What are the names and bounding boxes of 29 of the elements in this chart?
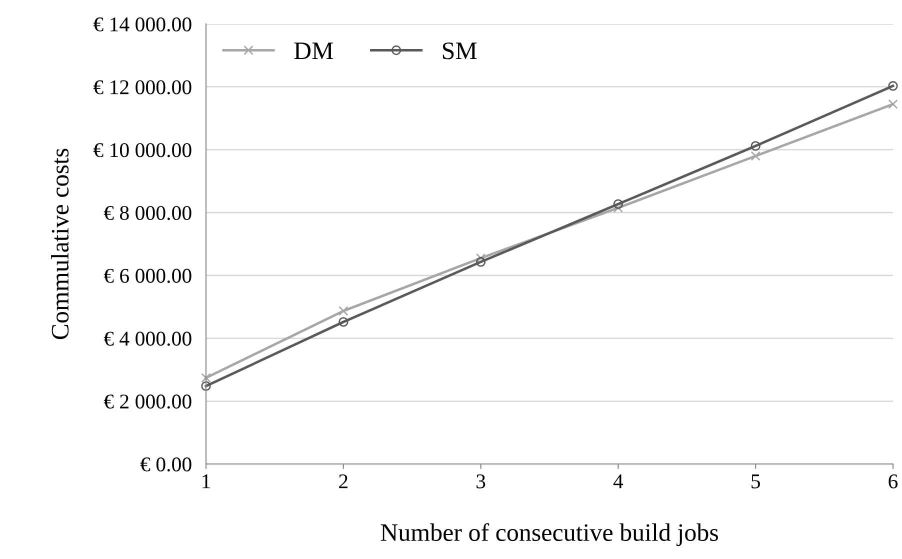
legend-label: DM — [294, 42, 334, 60]
x-tick-label: 1 — [202, 474, 210, 488]
point — [476, 257, 486, 267]
y-tick-label: € 12 000.00 — [93, 80, 192, 94]
point — [750, 151, 760, 161]
x-axis-title: Number of consecutive build jobs — [380, 523, 718, 546]
point — [201, 373, 211, 383]
x-tick-label: 3 — [476, 474, 486, 488]
point — [750, 141, 760, 151]
y-tick-label: € 6 000.00 — [104, 268, 192, 283]
point — [476, 253, 486, 264]
point — [338, 306, 348, 316]
x-tick-label: 5 — [752, 474, 760, 488]
y-tick-label: € 14 000.00 — [93, 17, 192, 32]
x-tick-label: 2 — [339, 474, 348, 488]
point — [888, 81, 898, 91]
y-tick-label: € 0.00 — [140, 457, 192, 472]
y-tick-label: € 10 000.00 — [93, 143, 192, 158]
y-axis-title: Commulative costs — [51, 148, 69, 340]
x-tick-label: 6 — [888, 474, 898, 488]
y-tick-label: € 2 000.00 — [104, 394, 192, 409]
point — [201, 381, 211, 391]
point — [613, 199, 624, 209]
y-tick-label: € 4 000.00 — [104, 332, 192, 346]
point — [338, 317, 348, 327]
x-tick-label: 4 — [613, 474, 624, 488]
legend-label: SM — [442, 42, 477, 60]
y-tick-label: € 8 000.00 — [104, 206, 192, 220]
point — [888, 99, 898, 110]
